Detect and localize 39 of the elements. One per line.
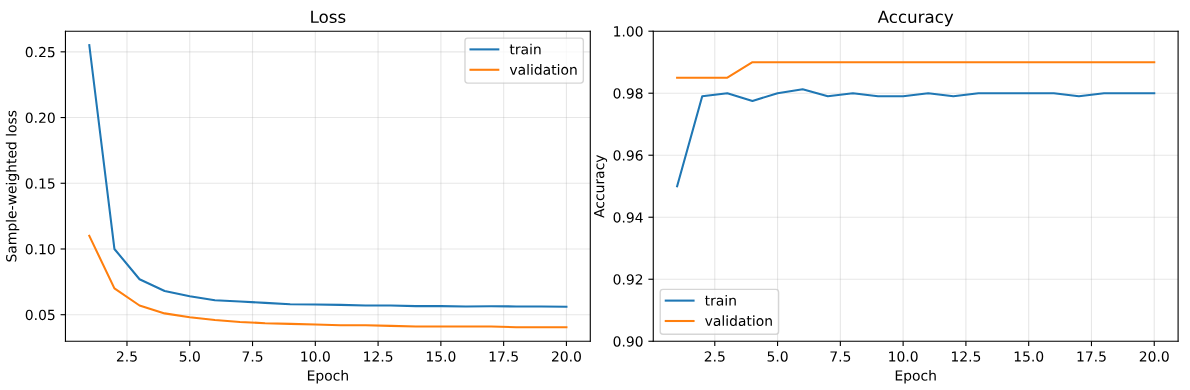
x-tick-label: 2.5 <box>116 351 137 362</box>
y-tick-label: 0.05 <box>25 309 55 321</box>
x-tick-label: 20.0 <box>551 351 581 362</box>
x-tick-label: 20.0 <box>1139 351 1169 362</box>
x-tick-label: 17.5 <box>1077 351 1106 362</box>
y-axis-title: Accuracy <box>594 154 608 218</box>
x-tick-label: 12.5 <box>951 351 981 362</box>
x-tick-label: 2.5 <box>704 351 725 362</box>
x-tick-label: 7.5 <box>830 351 851 362</box>
legend-label: train <box>509 43 541 55</box>
y-tick-label: 1.00 <box>614 26 643 37</box>
y-tick-label: 0.90 <box>613 336 643 347</box>
x-tick-label: 17.5 <box>489 351 518 362</box>
x-axis-title: Epoch <box>307 369 348 384</box>
legend-label: train <box>705 294 736 306</box>
y-tick-label: 0.25 <box>25 46 55 58</box>
legend-label: validation <box>509 64 577 75</box>
x-axis-title: Epoch <box>895 369 936 384</box>
y-tick-label: 0.20 <box>25 112 55 124</box>
y-axis-title: Sample-weighted loss <box>5 110 20 262</box>
x-tick-label: 10.0 <box>889 351 918 362</box>
x-tick-label: 7.5 <box>242 351 263 362</box>
y-tick-label: 0.94 <box>613 212 643 223</box>
legend-label: validation <box>705 315 772 327</box>
x-tick-label: 10.0 <box>301 351 330 362</box>
chart-title: Accuracy <box>877 10 954 27</box>
y-tick-label: 0.15 <box>25 178 55 189</box>
y-tick-label: 0.92 <box>613 274 643 285</box>
chart-title: Loss <box>311 10 346 24</box>
x-tick-label: 12.5 <box>364 351 393 362</box>
line-series <box>676 88 1156 188</box>
y-tick-label: 0.96 <box>613 150 643 161</box>
x-tick-label: 5.0 <box>179 351 200 362</box>
x-tick-label: 15.0 <box>1014 351 1044 362</box>
x-tick-label: 15.0 <box>426 351 456 362</box>
y-tick-label: 0.10 <box>25 243 55 255</box>
line-series <box>88 234 568 329</box>
x-tick-label: 5.0 <box>767 351 788 362</box>
y-tick-label: 0.98 <box>613 88 643 99</box>
